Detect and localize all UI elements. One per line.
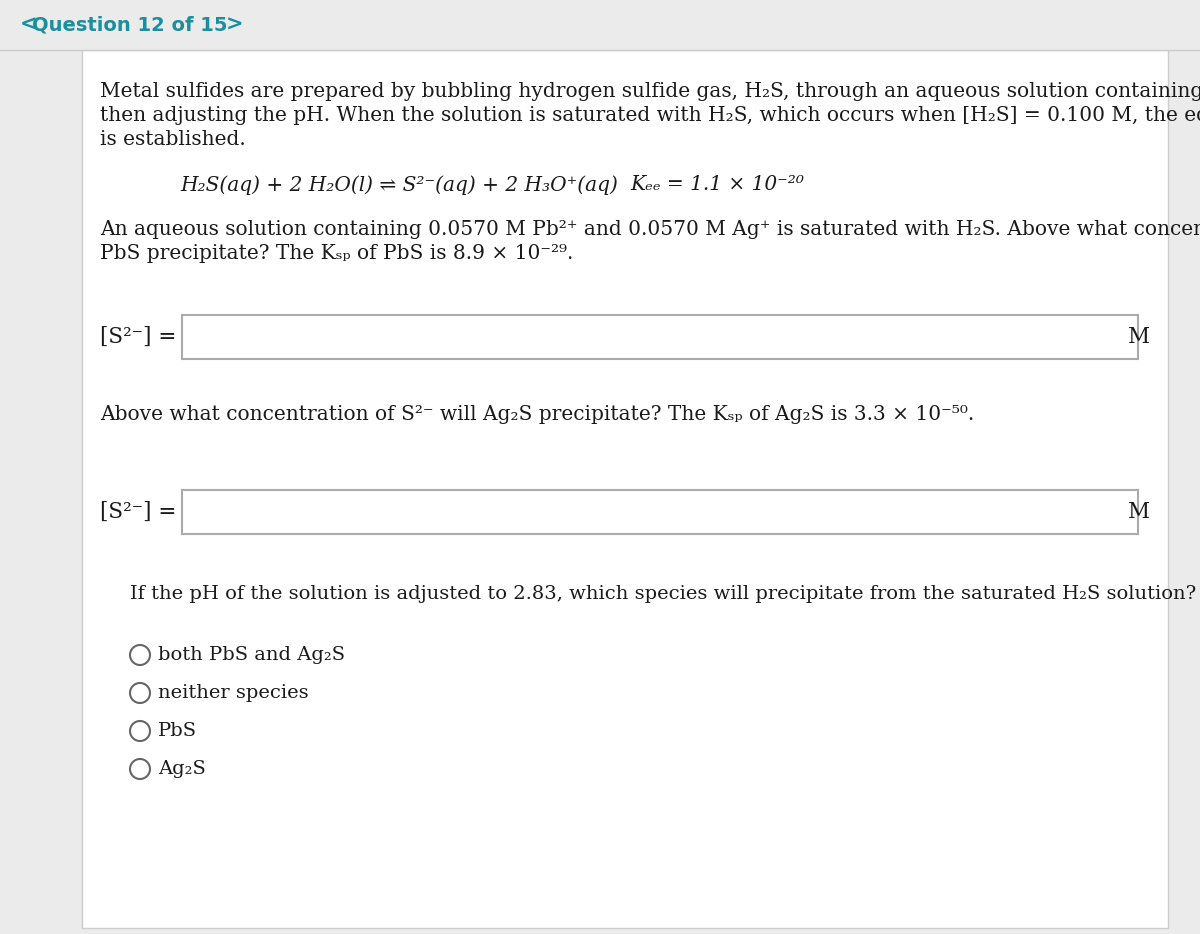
Text: Ag₂S: Ag₂S — [158, 760, 205, 778]
Circle shape — [130, 721, 150, 741]
Text: If the pH of the solution is adjusted to 2.83, which species will precipitate fr: If the pH of the solution is adjusted to… — [130, 585, 1196, 603]
Text: neither species: neither species — [158, 684, 308, 702]
Text: both PbS and Ag₂S: both PbS and Ag₂S — [158, 646, 346, 664]
Text: M: M — [1128, 501, 1150, 523]
Text: >: > — [227, 15, 244, 35]
Text: PbS: PbS — [158, 722, 197, 740]
Circle shape — [130, 683, 150, 703]
Text: [S²⁻] =: [S²⁻] = — [100, 501, 176, 523]
Circle shape — [130, 759, 150, 779]
Text: M: M — [1128, 326, 1150, 348]
Text: Above what concentration of S²⁻ will Ag₂S precipitate? The Kₛₚ of Ag₂S is 3.3 × : Above what concentration of S²⁻ will Ag₂… — [100, 405, 974, 424]
FancyBboxPatch shape — [82, 50, 1168, 928]
Text: Question 12 of 15: Question 12 of 15 — [32, 16, 228, 35]
FancyBboxPatch shape — [182, 315, 1138, 359]
Text: <: < — [19, 15, 37, 35]
Text: H₂S(aq) + 2 H₂O(l) ⇌ S²⁻(aq) + 2 H₃O⁺(aq): H₂S(aq) + 2 H₂O(l) ⇌ S²⁻(aq) + 2 H₃O⁺(aq… — [180, 175, 618, 194]
Text: Kₑₑ = 1.1 × 10⁻²⁰: Kₑₑ = 1.1 × 10⁻²⁰ — [630, 175, 804, 194]
Text: then adjusting the pH. When the solution is saturated with H₂S, which occurs whe: then adjusting the pH. When the solution… — [100, 106, 1200, 125]
Text: PbS precipitate? The Kₛₚ of PbS is 8.9 × 10⁻²⁹.: PbS precipitate? The Kₛₚ of PbS is 8.9 ×… — [100, 244, 574, 263]
Text: [S²⁻] =: [S²⁻] = — [100, 326, 176, 348]
Circle shape — [130, 645, 150, 665]
Text: An aqueous solution containing 0.0570 M Pb²⁺ and 0.0570 M Ag⁺ is saturated with : An aqueous solution containing 0.0570 M … — [100, 220, 1200, 239]
Text: Metal sulfides are prepared by bubbling hydrogen sulfide gas, H₂S, through an aq: Metal sulfides are prepared by bubbling … — [100, 82, 1200, 101]
Text: is established.: is established. — [100, 130, 246, 149]
FancyBboxPatch shape — [182, 490, 1138, 534]
FancyBboxPatch shape — [0, 0, 1200, 50]
